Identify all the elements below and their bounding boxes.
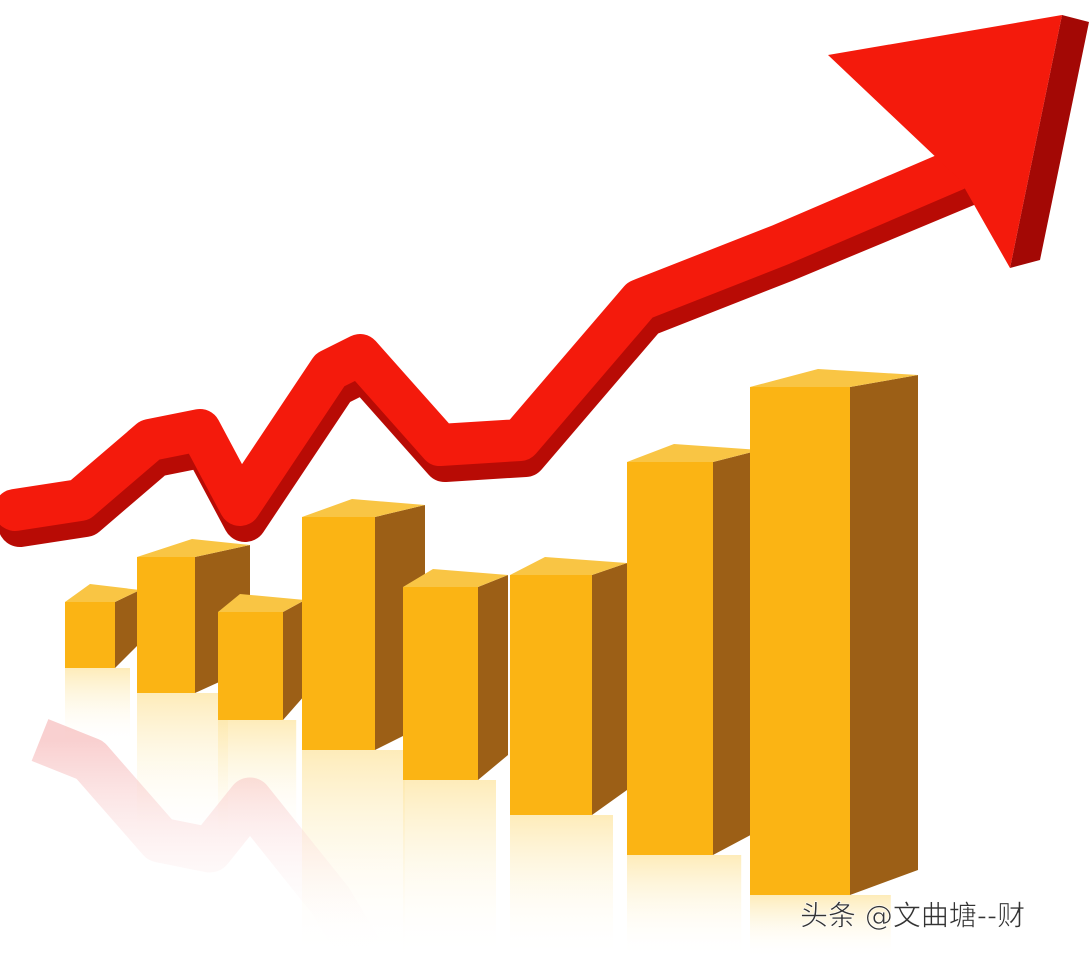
bars: [65, 369, 918, 895]
bar-side: [115, 590, 140, 668]
bar-front: [302, 517, 375, 750]
bar-top: [218, 594, 305, 612]
bar-top: [302, 499, 425, 517]
bar-reflection: [750, 895, 891, 958]
bar-top: [510, 557, 627, 575]
bar-side: [478, 575, 508, 780]
arrow: [0, 15, 1089, 547]
bar-front: [218, 612, 283, 720]
arrow-reflection: [31, 719, 380, 958]
reflections: [65, 668, 891, 958]
bar-reflection: [627, 855, 742, 958]
bar-reflection: [403, 780, 496, 958]
bar-front: [403, 587, 478, 780]
bar-side: [283, 600, 305, 720]
bar-front: [627, 462, 713, 855]
bar-top: [403, 569, 508, 587]
bar-top: [137, 539, 250, 557]
bar-side: [713, 450, 760, 855]
arrow-head-side: [1010, 15, 1089, 268]
bar-front: [750, 387, 850, 895]
arrow-head: [828, 15, 1062, 268]
bar-side: [592, 563, 627, 815]
arrow-body: [0, 149, 976, 531]
bar-top: [627, 444, 760, 462]
watermark: 头条 @文曲塘--财: [800, 899, 1025, 932]
bar-side: [850, 375, 918, 895]
bar-top: [750, 369, 918, 387]
bar-front: [510, 575, 592, 815]
bar-front: [65, 602, 115, 668]
bar-reflection: [510, 815, 613, 958]
bar-front: [137, 557, 195, 693]
bar-top: [65, 584, 140, 602]
